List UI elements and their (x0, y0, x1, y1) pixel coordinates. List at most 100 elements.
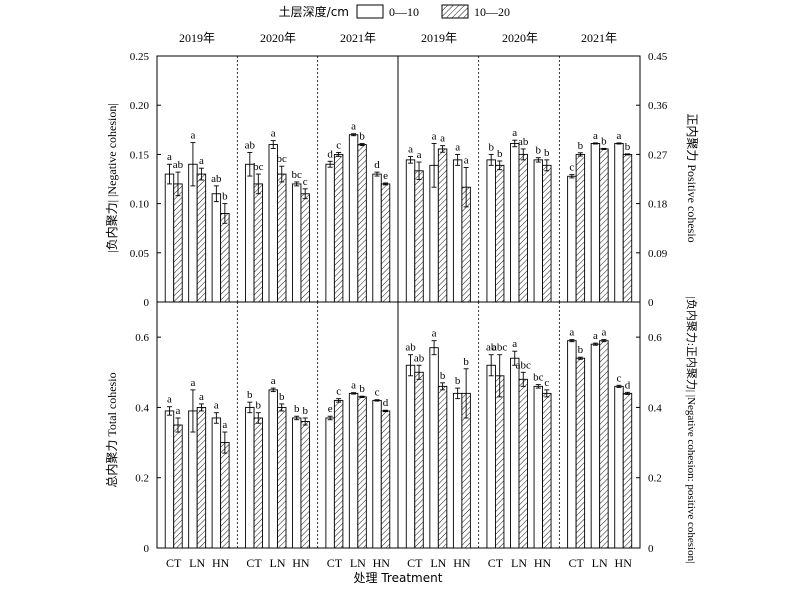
bar-10-20 (300, 193, 310, 303)
y-tick-label: 0.4 (648, 402, 662, 414)
significance-letter: b (247, 389, 253, 401)
bar-0-10 (211, 193, 222, 303)
bar-10-20 (542, 392, 552, 549)
x-tick-label: CT (246, 556, 262, 570)
bar-10-20 (599, 340, 609, 549)
x-tick-label: HN (373, 556, 391, 570)
x-tick-label: HN (453, 556, 471, 570)
x-tick-label: LN (350, 556, 366, 570)
significance-letter: a (190, 130, 195, 142)
x-axis-title: 处理 Treatment (354, 571, 443, 585)
x-tick-label: LN (189, 556, 205, 570)
significance-letter: a (167, 394, 172, 406)
significance-letter: a (351, 380, 356, 392)
bar-10-20 (518, 378, 528, 549)
bar-0-10 (211, 417, 222, 549)
significance-letter: a (271, 128, 276, 140)
significance-letter: c (303, 176, 308, 188)
bar-0-10 (590, 343, 601, 549)
y-tick-label: 0.10 (130, 199, 150, 211)
legend-title: 土层深度/cm (279, 4, 349, 19)
y-tick-label: 0.36 (648, 100, 668, 112)
x-tick-label: HN (212, 556, 230, 570)
year-header: 2019年 (179, 31, 215, 45)
significance-letter: a (190, 377, 195, 389)
significance-letter: ab (173, 159, 184, 171)
bar-0-10 (486, 159, 496, 303)
bar-0-10 (452, 392, 463, 549)
significance-letter: c (375, 387, 380, 399)
y-tick-label: 0.15 (130, 149, 150, 161)
bar-0-10 (268, 389, 278, 549)
y-tick-label: 0.05 (130, 248, 150, 260)
x-tick-label: LN (511, 556, 527, 570)
bar-10-20 (380, 183, 391, 303)
bar-0-10 (291, 417, 302, 549)
significance-letter: a (593, 330, 598, 342)
x-tick-label: CT (488, 556, 504, 570)
bar-10-20 (518, 153, 528, 303)
x-tick-label: HN (292, 556, 310, 570)
significance-letter: ab (245, 139, 256, 151)
significance-letter: e (328, 403, 333, 415)
significance-letter: d (374, 159, 380, 171)
significance-letter: a (199, 391, 204, 403)
significance-letter: d (383, 397, 389, 409)
significance-letter: b (279, 391, 285, 403)
bar-0-10 (452, 159, 463, 303)
bar-0-10 (510, 143, 520, 303)
significance-letter: a (512, 338, 517, 350)
bar-10-20 (357, 396, 367, 549)
bar-0-10 (268, 144, 278, 303)
bar-10-20 (333, 399, 344, 549)
significance-letter: a (440, 133, 445, 145)
significance-letter: c (336, 386, 341, 398)
y-tick-label: 0.20 (130, 100, 150, 112)
significance-letter: b (440, 370, 446, 382)
significance-letter: abc (492, 342, 507, 354)
significance-letter: ab (211, 173, 222, 185)
bar-10-20 (414, 170, 424, 303)
significance-letter: a (432, 328, 437, 340)
x-tick-label: HN (615, 556, 633, 570)
y-tick-label: 0 (144, 297, 150, 309)
legend-label-hatched: 10—20 (474, 5, 510, 19)
bar-0-10 (164, 410, 175, 549)
significance-letter: a (432, 130, 437, 142)
significance-letter: b (488, 141, 494, 153)
significance-letter: bc (533, 372, 544, 384)
significance-letter: b (256, 400, 262, 412)
significance-letter: abc (516, 359, 531, 371)
bar-10-20 (622, 392, 633, 549)
bar-0-10 (486, 364, 496, 549)
significance-letter: a (512, 127, 517, 139)
bar-10-20 (300, 421, 310, 549)
bar-10-20 (599, 148, 609, 303)
x-tick-label: CT (407, 556, 423, 570)
significance-letter: c (617, 372, 622, 384)
bar-10-20 (357, 144, 367, 303)
significance-letter: c (569, 162, 574, 174)
bar-0-10 (567, 175, 577, 303)
bar-10-20 (575, 153, 586, 303)
bar-0-10 (590, 143, 601, 303)
significance-letter: b (294, 403, 300, 415)
bar-0-10 (245, 163, 255, 303)
significance-letter: a (455, 141, 460, 153)
bar-0-10 (614, 143, 624, 303)
x-tick-label: LN (430, 556, 446, 570)
significance-letter: ab (414, 352, 425, 364)
legend: 土层深度/cm 0—10 10—20 (279, 4, 510, 19)
x-tick-label: CT (166, 556, 182, 570)
x-tick-label: HN (534, 556, 552, 570)
bar-10-20 (173, 183, 183, 303)
significance-letter: a (569, 327, 574, 339)
bar-0-10 (325, 163, 335, 303)
y-axis-title-bottom-right: |负内聚力:正内聚力| |Negative cohesion: positive… (685, 297, 699, 564)
significance-letter: a (593, 130, 598, 142)
y-tick-label: 0.25 (130, 51, 150, 63)
significance-letter: a (601, 327, 606, 339)
significance-letter: a (408, 144, 413, 156)
bar-0-10 (245, 406, 255, 549)
significance-letter: bc (291, 169, 302, 181)
